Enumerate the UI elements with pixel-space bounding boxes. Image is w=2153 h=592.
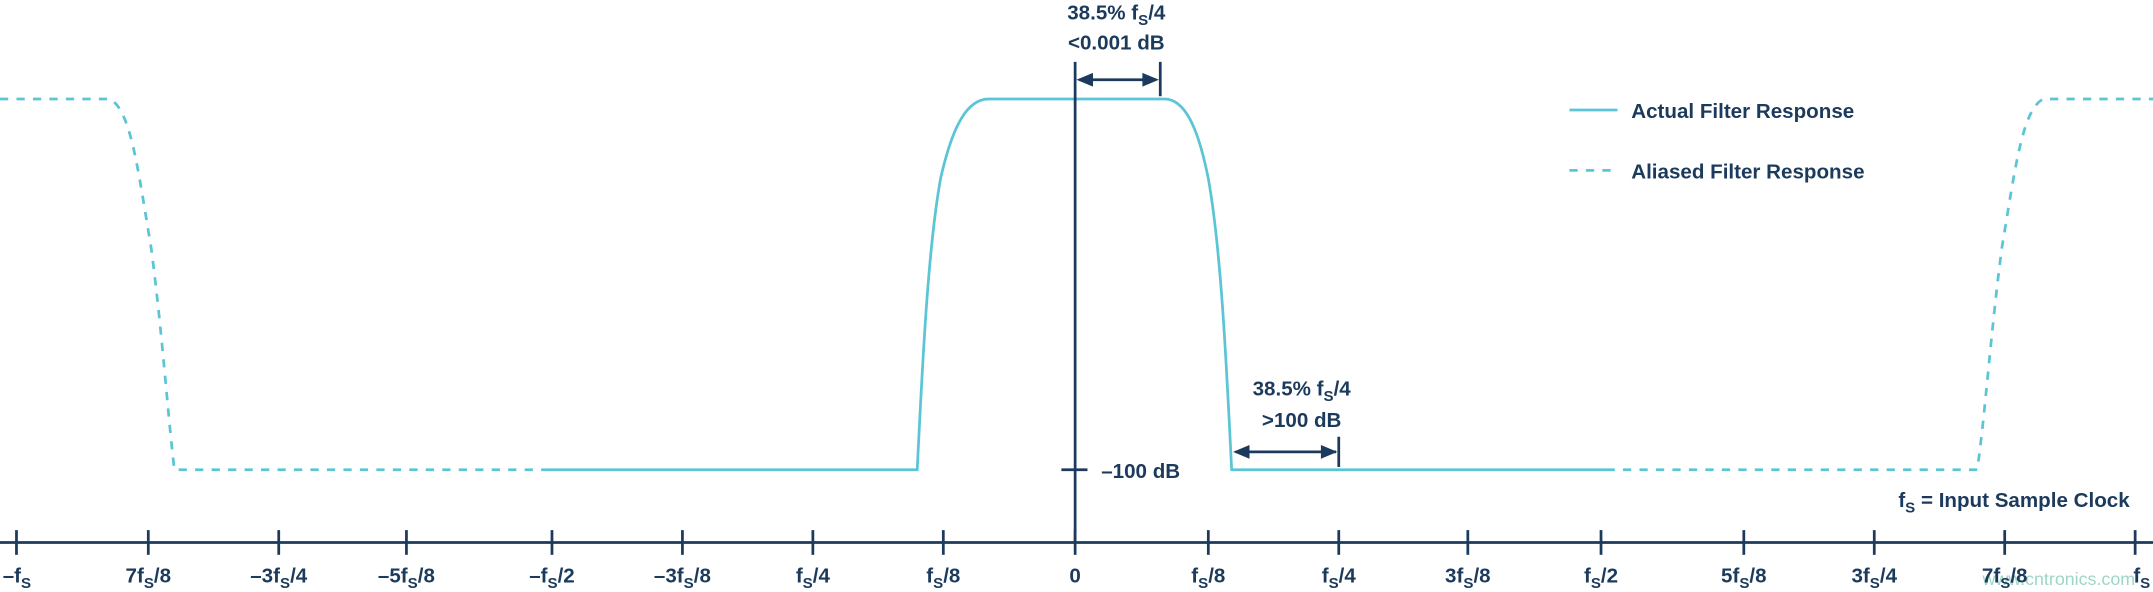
text-part: 5f [1721, 564, 1739, 587]
subscript: S [684, 575, 694, 592]
annotation: 38.5% fS/4 [1253, 378, 1352, 405]
legend-label: Aliased Filter Response [1631, 161, 1864, 184]
text-part: /4 [290, 564, 308, 587]
text-part: /4 [1334, 378, 1352, 401]
text-part: 3f [1851, 564, 1869, 587]
text-part: f [2133, 564, 2140, 587]
text-part: 38.5% f [1253, 378, 1324, 401]
text-part: f [1584, 564, 1591, 587]
x-tick-label: fS/2 [1584, 564, 1618, 591]
subscript: S [144, 575, 154, 592]
subscript: S [1138, 12, 1148, 29]
x-tick-label: –5fS/8 [378, 564, 435, 591]
x-tick-label: –fS [3, 564, 31, 591]
x-tick-label: fS/4 [1322, 564, 1357, 591]
text-part: /4 [1339, 564, 1357, 587]
text-part: /2 [558, 564, 575, 587]
text-part: f [1191, 564, 1198, 587]
subscript: S [21, 575, 31, 592]
text-part: <0.001 dB [1068, 32, 1165, 55]
x-tick-label: fS/8 [926, 564, 960, 591]
annotation: 38.5% fS/4 [1067, 1, 1166, 28]
subscript: S [1739, 575, 1749, 592]
x-tick-label: 7fS/8 [126, 564, 172, 591]
subscript: S [1591, 575, 1601, 592]
text-part: 3f [1445, 564, 1463, 587]
text-part: /8 [418, 564, 435, 587]
annotation: <0.001 dB [1068, 32, 1165, 55]
x-tick-label: fS/8 [1191, 564, 1225, 591]
text-part: –5f [378, 564, 408, 587]
aliased-response-left [0, 97, 546, 472]
x-tick-label: 5fS/8 [1721, 564, 1767, 591]
x-tick-label: –fS/2 [529, 564, 575, 591]
subscript: S [803, 575, 813, 592]
subscript: S [1463, 575, 1473, 592]
text-part: /8 [2010, 564, 2027, 587]
text-part: 7f [1982, 564, 2000, 587]
text-part: /2 [1601, 564, 1618, 587]
subscript: S [1324, 388, 1334, 405]
text-part: –100 dB [1101, 460, 1180, 483]
legend-label: Actual Filter Response [1631, 100, 1854, 123]
text-part: /8 [1208, 564, 1225, 587]
subscript: S [1329, 575, 1339, 592]
annotation: >100 dB [1262, 409, 1342, 432]
text-part: f [926, 564, 933, 587]
text-part: /4 [813, 564, 831, 587]
text-part: /4 [1880, 564, 1898, 587]
aliased-response-right [1606, 97, 2153, 472]
subscript: S [2140, 575, 2150, 592]
text-part: f [796, 564, 803, 587]
x-tick-label: –3fS/4 [250, 564, 308, 591]
subscript: S [2000, 575, 2010, 592]
subscript: S [1198, 575, 1208, 592]
text-part: /8 [1749, 564, 1766, 587]
x-tick-label: –3fS/8 [654, 564, 711, 591]
annotation: –100 dB [1101, 460, 1180, 483]
text-part: –f [3, 564, 21, 587]
subscript: S [548, 575, 558, 592]
subscript: S [1870, 575, 1880, 592]
annotation: fS = Input Sample Clock [1898, 489, 2130, 516]
text-part: f [1898, 489, 1905, 512]
x-tick-label: 3fS/4 [1851, 564, 1897, 591]
text-part: /8 [943, 564, 960, 587]
text-part: f [1322, 564, 1329, 587]
text-part: 38.5% f [1067, 1, 1138, 24]
subscript: S [280, 575, 290, 592]
text-part: /8 [694, 564, 711, 587]
arrow-heads [1076, 72, 1159, 87]
subscript: S [408, 575, 418, 592]
text-part: –3f [654, 564, 684, 587]
x-tick-label: fS/4 [796, 564, 831, 591]
x-tick-label: fS [2133, 564, 2150, 591]
text-part: 7f [126, 564, 144, 587]
subscript: S [1905, 499, 1915, 516]
text-part: –f [529, 564, 547, 587]
text-part: = Input Sample Clock [1915, 489, 2130, 512]
text-part: 0 [1069, 564, 1080, 587]
x-tick-label: 0 [1069, 564, 1080, 587]
text-part: /8 [1473, 564, 1490, 587]
subscript: S [933, 575, 943, 592]
x-tick-label: 3fS/8 [1445, 564, 1491, 591]
x-tick-label: 7fS/8 [1982, 564, 2028, 591]
watermark: www.cntronics.com [1981, 569, 2135, 589]
text-part: –3f [250, 564, 280, 587]
text-part: /8 [154, 564, 171, 587]
text-part: >100 dB [1262, 409, 1342, 432]
text-part: /4 [1148, 1, 1166, 24]
